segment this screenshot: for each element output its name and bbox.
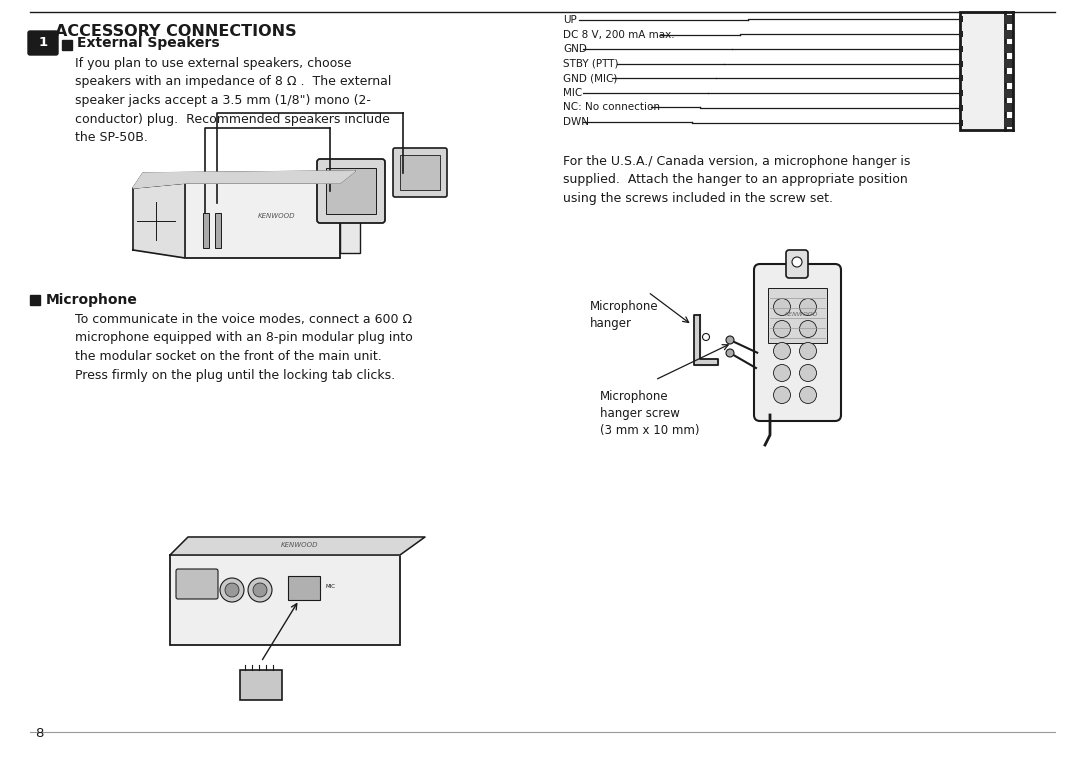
Bar	[959, 17, 963, 22]
Text: DWN: DWN	[563, 117, 589, 127]
FancyBboxPatch shape	[318, 159, 384, 223]
Text: ACCESSORY CONNECTIONS: ACCESSORY CONNECTIONS	[55, 24, 297, 39]
Bar	[1005, 59, 1013, 68]
Circle shape	[773, 343, 791, 359]
Bar	[959, 46, 963, 52]
Text: UP: UP	[563, 15, 577, 25]
Polygon shape	[170, 537, 426, 555]
FancyBboxPatch shape	[393, 148, 447, 197]
Circle shape	[726, 336, 734, 344]
Bar	[340, 188, 360, 253]
Bar	[959, 75, 963, 81]
Bar	[959, 61, 963, 67]
Circle shape	[248, 578, 272, 602]
Polygon shape	[133, 171, 355, 188]
Text: STBY (PTT): STBY (PTT)	[563, 59, 619, 68]
Circle shape	[799, 387, 816, 404]
Text: KENWOOD: KENWOOD	[785, 312, 819, 318]
Text: To communicate in the voice modes, connect a 600 Ω
microphone equipped with an 8: To communicate in the voice modes, conne…	[75, 313, 413, 382]
Bar	[400, 155, 440, 190]
Bar	[288, 576, 320, 600]
Circle shape	[702, 334, 710, 340]
Circle shape	[799, 343, 816, 359]
Bar	[170, 555, 400, 645]
Text: For the U.S.A./ Canada version, a microphone hanger is
supplied.  Attach the han: For the U.S.A./ Canada version, a microp…	[563, 155, 910, 205]
Circle shape	[225, 583, 239, 597]
Text: GND (MIC): GND (MIC)	[563, 73, 618, 84]
Circle shape	[773, 365, 791, 382]
Bar	[959, 31, 963, 37]
Circle shape	[773, 321, 791, 337]
Bar	[1005, 89, 1013, 97]
Bar	[203, 213, 210, 248]
Circle shape	[773, 299, 791, 315]
Circle shape	[134, 199, 178, 243]
Text: MIC: MIC	[563, 88, 582, 98]
Text: Microphone: Microphone	[46, 293, 138, 307]
Text: External Speakers: External Speakers	[77, 36, 219, 50]
Bar	[1005, 44, 1013, 53]
Circle shape	[726, 349, 734, 357]
Bar	[959, 105, 963, 111]
Bar	[1005, 74, 1013, 83]
FancyBboxPatch shape	[786, 250, 808, 278]
Polygon shape	[694, 315, 718, 365]
Bar	[240, 670, 282, 700]
Bar	[1005, 15, 1013, 24]
Circle shape	[799, 321, 816, 337]
Bar	[1005, 103, 1013, 112]
Text: Microphone
hanger screw
(3 mm x 10 mm): Microphone hanger screw (3 mm x 10 mm)	[600, 390, 700, 437]
FancyBboxPatch shape	[176, 569, 218, 599]
Text: DC 8 V, 200 mA max.: DC 8 V, 200 mA max.	[563, 30, 675, 40]
Text: 1: 1	[39, 36, 48, 49]
FancyBboxPatch shape	[28, 31, 58, 55]
Circle shape	[253, 583, 267, 597]
Bar	[326, 168, 376, 214]
Bar	[1005, 30, 1013, 39]
Text: KENWOOD: KENWOOD	[258, 213, 296, 219]
Text: MIC: MIC	[325, 584, 335, 590]
Bar	[215, 213, 221, 248]
FancyBboxPatch shape	[754, 264, 841, 421]
Circle shape	[799, 299, 816, 315]
Bar	[768, 288, 827, 343]
Circle shape	[773, 387, 791, 404]
Bar	[62, 40, 72, 50]
Circle shape	[799, 365, 816, 382]
Bar	[959, 90, 963, 96]
Text: KENWOOD: KENWOOD	[281, 542, 319, 548]
Text: 8: 8	[35, 727, 43, 740]
Bar	[1005, 119, 1013, 127]
Bar	[185, 183, 340, 258]
Polygon shape	[133, 183, 185, 258]
Circle shape	[220, 578, 244, 602]
Text: If you plan to use external speakers, choose
speakers with an impedance of 8 Ω .: If you plan to use external speakers, ch…	[75, 57, 391, 144]
Text: NC: No connection: NC: No connection	[563, 103, 660, 112]
Text: Microphone
hanger: Microphone hanger	[590, 300, 659, 330]
Bar	[30, 295, 40, 305]
Bar	[960, 12, 1005, 130]
Text: GND: GND	[563, 44, 586, 54]
Bar	[959, 119, 963, 125]
Circle shape	[792, 257, 802, 267]
